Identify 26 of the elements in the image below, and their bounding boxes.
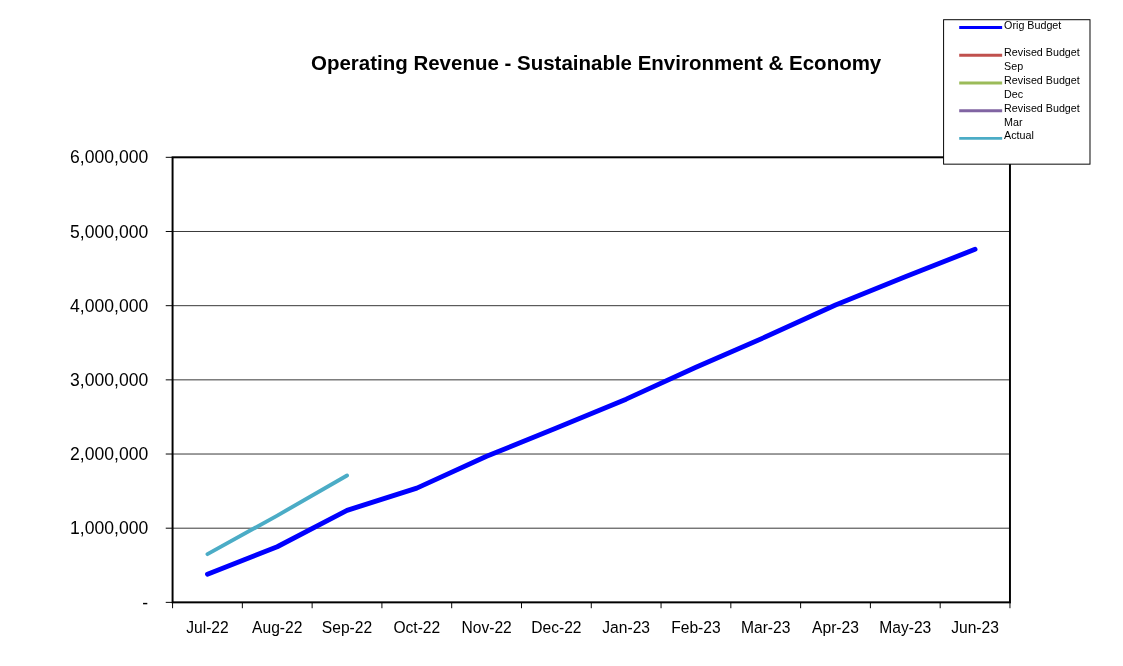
x-tick-label: Feb-23 (671, 618, 721, 636)
y-tick-label: 3,000,000 (70, 370, 149, 390)
x-tick-label: Jul-22 (186, 618, 229, 636)
chart-title: Operating Revenue - Sustainable Environment & Economy (311, 51, 882, 75)
x-tick-label: Jun-23 (951, 618, 999, 636)
x-tick-label: Dec-22 (531, 618, 582, 636)
legend-label: Orig Budget (1004, 18, 1062, 31)
y-tick-label: 5,000,000 (70, 221, 149, 242)
legend-label: Actual (1004, 129, 1034, 142)
x-tick-label: Jan-23 (602, 618, 651, 636)
x-tick-label: Aug-22 (252, 618, 303, 636)
y-tick-label: 2,000,000 (70, 444, 149, 465)
x-tick-label: Apr-23 (812, 618, 859, 636)
x-tick-label: Sep-22 (321, 618, 373, 636)
x-tick-label: Mar-23 (741, 618, 791, 636)
legend-label: Revised Budget Dec (1004, 74, 1080, 100)
y-tick-label: 1,000,000 (70, 518, 149, 539)
x-tick-label: Oct-22 (393, 618, 441, 636)
x-tick-label: Nov-22 (461, 618, 512, 636)
x-tick-label: May-23 (879, 618, 932, 636)
legend-label: Revised Budget Sep (1004, 46, 1080, 73)
y-tick-label: - (142, 592, 149, 613)
legend-label: Revised Budget Mar (1004, 101, 1080, 128)
y-tick-label: 4,000,000 (70, 295, 149, 316)
line-series (205, 246, 978, 577)
y-tick-label: 6,000,000 (70, 147, 149, 168)
